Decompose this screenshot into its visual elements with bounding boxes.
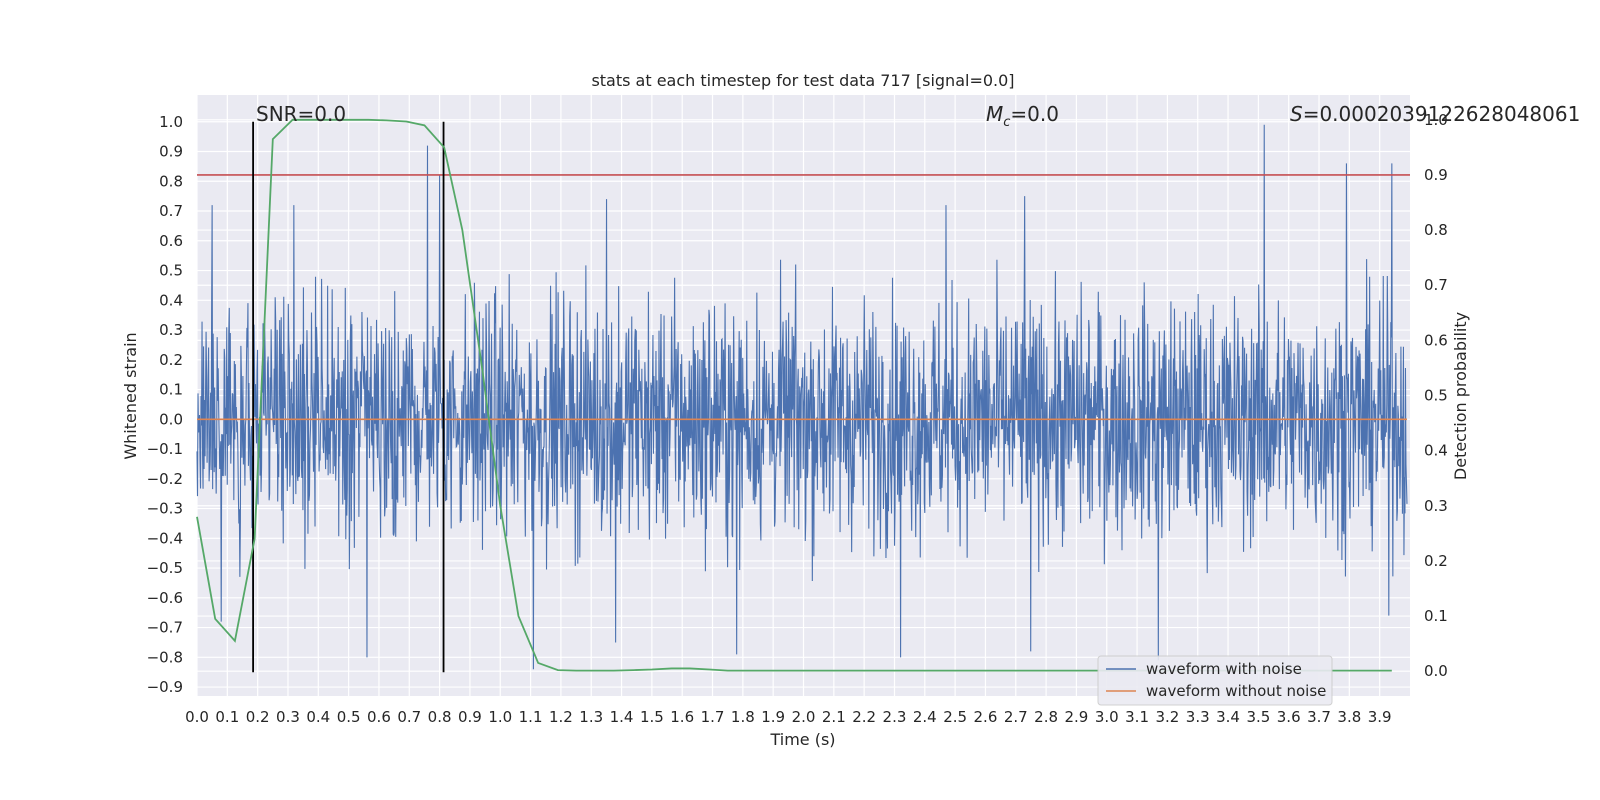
x-tick-label: 3.0 — [1095, 708, 1119, 726]
y-tick-label: −0.7 — [147, 619, 183, 637]
y-tick-label: 0.8 — [159, 172, 183, 190]
x-tick-label: 1.5 — [640, 708, 664, 726]
y-tick-label: 0.4 — [159, 291, 183, 309]
x-tick-label: 3.8 — [1337, 708, 1361, 726]
x-tick-label: 3.5 — [1246, 708, 1270, 726]
s-value: =0.0002039122628048061 — [1303, 102, 1581, 126]
y-right-tick-label: 0.6 — [1424, 331, 1448, 349]
x-tick-label: 2.4 — [913, 708, 937, 726]
y-tick-label: −0.5 — [147, 559, 183, 577]
mc-subscript: c — [1003, 115, 1010, 130]
y-right-tick-label: 0.7 — [1424, 276, 1448, 294]
y-tick-label: −0.8 — [147, 648, 183, 666]
x-tick-label: 1.3 — [579, 708, 603, 726]
mc-symbol: M — [986, 102, 1003, 126]
y-right-tick-label: 0.3 — [1424, 497, 1448, 515]
s-symbol: S — [1290, 102, 1303, 126]
x-tick-label: 0.5 — [337, 708, 361, 726]
y-right-tick-label: 1.0 — [1424, 111, 1448, 129]
y-right-tick-label: 0.2 — [1424, 552, 1448, 570]
x-tick-label: 3.7 — [1307, 708, 1331, 726]
x-tick-label: 2.8 — [1034, 708, 1058, 726]
y-right-tick-labels: 1.0 0.9 0.8 0.7 0.6 0.5 0.4 0.3 0.2 0.1 0.0 — [1424, 111, 1448, 680]
x-tick-label: 0.1 — [215, 708, 239, 726]
x-tick-label: 1.9 — [761, 708, 785, 726]
y-tick-label: −0.2 — [147, 470, 183, 488]
x-tick-label: 3.3 — [1186, 708, 1210, 726]
x-tick-label: 1.8 — [731, 708, 755, 726]
x-tick-label: 2.0 — [792, 708, 816, 726]
x-tick-label: 3.4 — [1216, 708, 1240, 726]
y-right-tick-label: 0.5 — [1424, 387, 1448, 405]
y-axis-label: Whitened strain — [121, 332, 140, 459]
x-tick-label: 2.6 — [974, 708, 998, 726]
mc-value: =0.0 — [1010, 102, 1059, 126]
detection-probability-line — [196, 118, 1392, 672]
snr-annotation: SNR=0.0 — [256, 102, 346, 126]
x-tick-label: 1.6 — [670, 708, 694, 726]
y-tick-label: 0.1 — [159, 381, 183, 399]
x-tick-label: 0.6 — [367, 708, 391, 726]
y-tick-label: 1.0 — [159, 113, 183, 131]
x-tick-label: 2.7 — [1004, 708, 1028, 726]
x-tick-label: 2.3 — [883, 708, 907, 726]
s-annotation: S=0.0002039122628048061 — [1290, 102, 1580, 126]
mc-annotation: Mc=0.0 — [986, 102, 1059, 130]
y-tick-label: −0.1 — [147, 440, 183, 458]
x-tick-label: 0.3 — [276, 708, 300, 726]
x-tick-label: 0.9 — [458, 708, 482, 726]
x-tick-label: 0.2 — [246, 708, 270, 726]
y-tick-label: 0.7 — [159, 202, 183, 220]
y-tick-label: 0.5 — [159, 262, 183, 280]
noise-series — [196, 124, 1408, 670]
y-tick-label: −0.6 — [147, 589, 183, 607]
y-tick-label: 0.0 — [159, 410, 183, 428]
y-right-tick-label: 0.9 — [1424, 166, 1448, 184]
y-right-tick-label: 0.4 — [1424, 442, 1448, 460]
x-tick-label: 1.4 — [610, 708, 634, 726]
y-tick-label: −0.3 — [147, 500, 183, 518]
y-tick-label: 0.3 — [159, 321, 183, 339]
x-tick-label: 2.5 — [943, 708, 967, 726]
y-tick-label: 0.6 — [159, 232, 183, 250]
y-tick-label: 0.9 — [159, 143, 183, 161]
x-tick-label: 1.2 — [549, 708, 573, 726]
legend-box — [1097, 655, 1333, 706]
x-tick-label: 0.4 — [306, 708, 330, 726]
x-tick-label: 2.9 — [1064, 708, 1088, 726]
y-right-tick-label: 0.0 — [1424, 662, 1448, 680]
y-tick-label: −0.9 — [147, 678, 183, 696]
y-tick-label: 0.2 — [159, 351, 183, 369]
x-tick-label: 3.2 — [1155, 708, 1179, 726]
x-tick-label: 3.6 — [1277, 708, 1301, 726]
line-series — [196, 118, 1410, 673]
x-tick-labels: 0.0 0.1 0.2 0.3 0.4 0.5 0.6 0.7 0.8 0.9 1.0 1.1 1.2 1… — [185, 708, 1392, 726]
y-right-axis-label: Detection probability — [1451, 312, 1470, 480]
x-tick-label: 3.1 — [1125, 708, 1149, 726]
x-tick-label: 0.0 — [185, 708, 209, 726]
x-tick-label: 0.8 — [428, 708, 452, 726]
x-tick-label: 1.7 — [701, 708, 725, 726]
y-right-tick-label: 0.8 — [1424, 221, 1448, 239]
x-tick-label: 1.0 — [488, 708, 512, 726]
x-tick-label: 1.1 — [519, 708, 543, 726]
x-axis-label: Time (s) — [769, 730, 835, 749]
chart-title: stats at each timestep for test data 717… — [591, 71, 1014, 90]
legend-label-clean: waveform without noise — [1146, 682, 1326, 700]
x-tick-label: 3.9 — [1368, 708, 1392, 726]
legend: waveform with noise waveform without noi… — [1097, 655, 1333, 706]
x-tick-label: 0.7 — [397, 708, 421, 726]
noise-trace — [196, 124, 1408, 670]
y-tick-labels: 1.0 0.9 0.8 0.7 0.6 0.5 0.4 0.3 0.2 0.1 0.0 −0.1 −0.… — [147, 113, 183, 696]
x-tick-label: 2.1 — [822, 708, 846, 726]
y-tick-label: −0.4 — [147, 529, 183, 547]
legend-label-noise: waveform with noise — [1146, 660, 1302, 678]
y-right-tick-label: 0.1 — [1424, 607, 1448, 625]
x-tick-label: 2.2 — [852, 708, 876, 726]
